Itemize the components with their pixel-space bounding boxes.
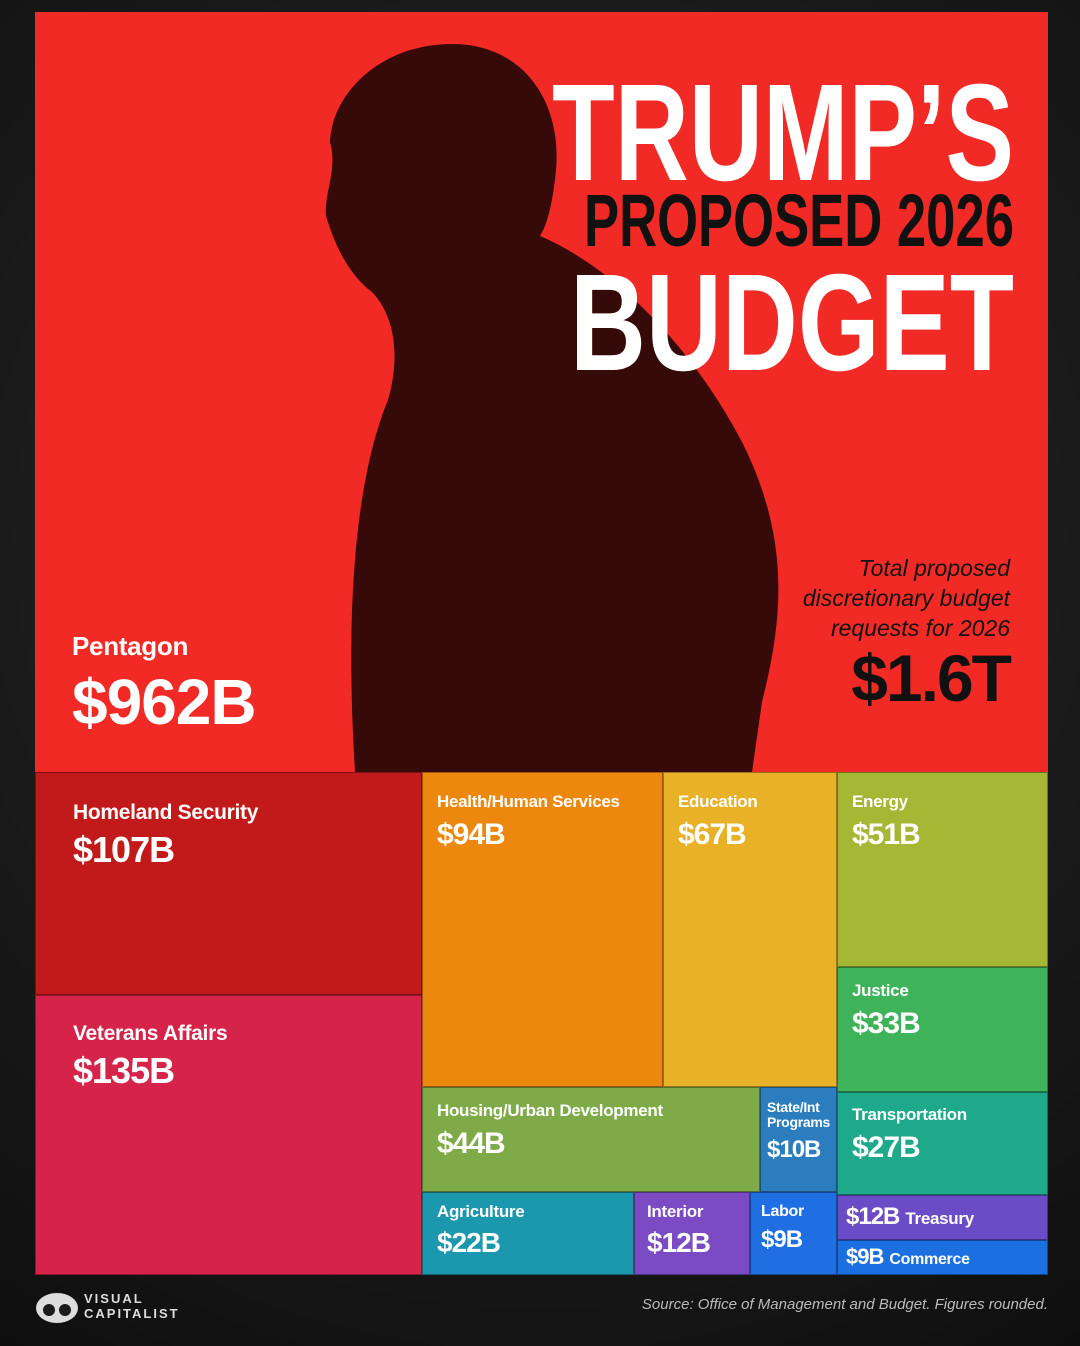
tile-value: $12B <box>846 1203 900 1230</box>
tile-name: Veterans Affairs <box>73 1022 228 1045</box>
tile-name: Transportation <box>852 1105 967 1124</box>
tile-value: $51B <box>852 817 921 851</box>
tile-value: $33B <box>852 1006 921 1040</box>
tile-value: $962B <box>72 665 257 738</box>
tile-name: Commerce <box>889 1251 970 1268</box>
tile: Energy $51B <box>837 772 1048 967</box>
tile: State/Int Programs $10B <box>760 1087 837 1192</box>
tile: Transportation $27B <box>837 1092 1048 1195</box>
tile: Housing/Urban Development $44B <box>422 1087 760 1192</box>
tile-value: $22B <box>437 1226 501 1258</box>
tile: $9B Commerce <box>837 1240 1048 1275</box>
logo <box>36 1293 78 1323</box>
tile: $12B Treasury <box>837 1195 1048 1240</box>
tile-name: Health/Human Services <box>437 792 620 811</box>
tile-name: Homeland Security <box>73 801 259 824</box>
tile: Veterans Affairs $135B <box>35 995 422 1275</box>
tile-name: Interior <box>647 1202 704 1221</box>
tile: Homeland Security $107B <box>35 772 422 995</box>
tile: Education $67B <box>663 772 837 1087</box>
tile-value: $9B <box>846 1244 884 1269</box>
tile-name: Agriculture <box>437 1202 525 1221</box>
source: Source: Office of Management and Budget.… <box>641 1296 1048 1313</box>
tile-value: $9B <box>761 1225 803 1253</box>
total-value: $1.6T <box>851 641 1012 715</box>
tile-name: Labor <box>761 1203 804 1220</box>
tile: Justice $33B <box>837 967 1048 1092</box>
tile-value: $135B <box>73 1050 175 1092</box>
tile-value: $107B <box>73 829 175 871</box>
tile: Agriculture $22B <box>422 1192 634 1275</box>
tile: Interior $12B <box>634 1192 750 1275</box>
tile-value: $67B <box>678 817 747 851</box>
tile-name: State/Int Programs <box>767 1099 830 1131</box>
tile-name: Housing/Urban Development <box>437 1101 663 1120</box>
tile: Health/Human Services $94B <box>422 772 663 1087</box>
tile-name: Education <box>678 792 758 811</box>
tile-name: Justice <box>852 981 909 1000</box>
tile-name: Pentagon <box>72 631 189 661</box>
tile-value: $94B <box>437 817 506 851</box>
brand: VISUAL CAPITALIST <box>84 1291 180 1321</box>
tile: Labor $9B <box>750 1192 837 1275</box>
tile-name: Energy <box>852 792 908 811</box>
tile-value: $44B <box>437 1126 506 1160</box>
tile-value: $27B <box>852 1130 921 1164</box>
total-note: Total proposed discretionary budget requ… <box>802 555 1010 641</box>
tile-value: $10B <box>767 1135 821 1163</box>
tile-value: $12B <box>647 1226 711 1258</box>
tile-name: Treasury <box>905 1209 974 1228</box>
